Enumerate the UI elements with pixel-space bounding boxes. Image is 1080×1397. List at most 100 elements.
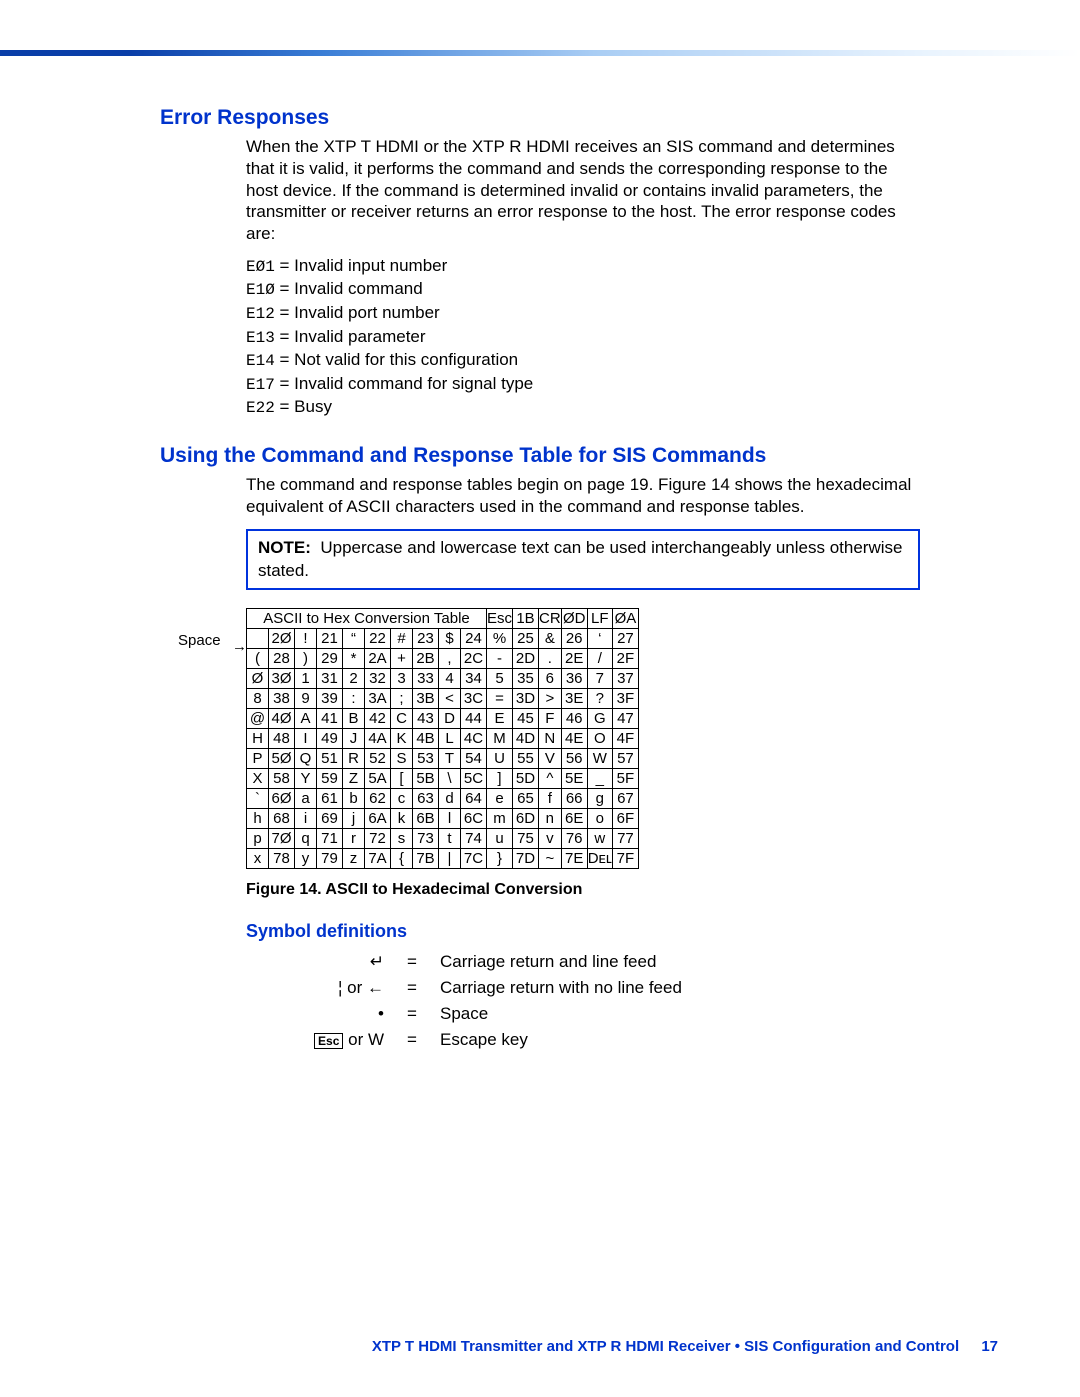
ascii-char-cell: K <box>391 728 413 748</box>
symbol-equals: = <box>394 976 430 1000</box>
ascii-hex-cell: 31 <box>317 668 343 688</box>
ascii-hex-cell: 6D <box>513 808 539 828</box>
space-pointer-arrow-icon: → <box>232 638 247 655</box>
ascii-hex-cell: 6F <box>612 808 638 828</box>
ascii-hex-cell: 74 <box>461 828 487 848</box>
ascii-char-cell: H <box>247 728 269 748</box>
symbol-description: Carriage return with no line feed <box>432 976 690 1000</box>
ascii-hex-cell: 4Ø <box>269 708 295 728</box>
ascii-char-cell: L <box>439 728 461 748</box>
ascii-hex-cell: 67 <box>612 788 638 808</box>
ascii-table-row: 838939:3A;3B<3C=3D>3E?3F <box>247 688 639 708</box>
page-number: 17 <box>981 1338 998 1355</box>
ascii-char-cell: _ <box>587 768 612 788</box>
ascii-hex-cell: 59 <box>317 768 343 788</box>
section-title-command-response-table: Using the Command and Response Table for… <box>160 444 920 468</box>
ascii-hex-cell: 38 <box>269 688 295 708</box>
ascii-char-cell: N <box>539 728 562 748</box>
ascii-char-cell: Y <box>295 768 317 788</box>
ascii-hex-cell: 63 <box>413 788 439 808</box>
ascii-char-cell: n <box>539 808 562 828</box>
symbol-description: Carriage return and line feed <box>432 950 690 974</box>
ascii-hex-cell: 4C <box>461 728 487 748</box>
ascii-hex-cell: 43 <box>413 708 439 728</box>
ascii-char-cell: ? <box>587 688 612 708</box>
ascii-hex-cell: 7A <box>365 848 391 868</box>
ascii-char-cell: r <box>343 828 365 848</box>
ascii-hex-cell: 7B <box>413 848 439 868</box>
ascii-hex-cell: 48 <box>269 728 295 748</box>
ascii-hex-cell: 3F <box>612 688 638 708</box>
ascii-char-cell: * <box>343 648 365 668</box>
error-code-item: EØ1 = Invalid input number <box>246 255 920 279</box>
ascii-char-cell: ! <box>295 628 317 648</box>
symbol-glyph: Esc or W <box>270 1028 392 1052</box>
symbol-definition-row: •=Space <box>270 1002 690 1026</box>
symbol-equals: = <box>394 1002 430 1026</box>
ascii-hex-cell: 5A <box>365 768 391 788</box>
ascii-char-cell: : <box>343 688 365 708</box>
ascii-char-cell: T <box>439 748 461 768</box>
ascii-hex-cell: 46 <box>561 708 587 728</box>
ascii-hex-cell: 73 <box>413 828 439 848</box>
ascii-hex-cell: 56 <box>561 748 587 768</box>
ascii-hex-cell: 7Ø <box>269 828 295 848</box>
ascii-hex-cell: 2E <box>561 648 587 668</box>
ascii-char-cell: , <box>439 648 461 668</box>
ascii-hex-cell: 71 <box>317 828 343 848</box>
ascii-hex-cell: 32 <box>365 668 391 688</box>
ascii-char-cell: g <box>587 788 612 808</box>
top-gradient-stripe <box>0 50 1080 56</box>
ascii-hex-cell: 72 <box>365 828 391 848</box>
ascii-hex-cell: 3D <box>513 688 539 708</box>
ascii-char-cell: [ <box>391 768 413 788</box>
ascii-char-cell: + <box>391 648 413 668</box>
ascii-char-cell: | <box>439 848 461 868</box>
ascii-char-cell: # <box>391 628 413 648</box>
ascii-char-cell: h <box>247 808 269 828</box>
ascii-char-cell: v <box>539 828 562 848</box>
error-code-item: E22 = Busy <box>246 396 920 420</box>
ascii-char-cell: “ <box>343 628 365 648</box>
command-response-paragraph: The command and response tables begin on… <box>246 474 920 518</box>
note-text: Uppercase and lowercase text can be used… <box>258 538 902 579</box>
ascii-hex-cell: 7C <box>461 848 487 868</box>
ascii-hex-cell: 36 <box>561 668 587 688</box>
ascii-hex-cell: 24 <box>461 628 487 648</box>
ascii-char-cell: C <box>391 708 413 728</box>
ascii-hex-cell: 62 <box>365 788 391 808</box>
ascii-hex-cell: 6E <box>561 808 587 828</box>
ascii-char-cell: Ø <box>247 668 269 688</box>
ascii-hex-cell: 6B <box>413 808 439 828</box>
symbol-equals: = <box>394 1028 430 1052</box>
section-title-error-responses: Error Responses <box>160 106 920 130</box>
ascii-hex-cell: 45 <box>513 708 539 728</box>
symbol-description: Space <box>432 1002 690 1026</box>
ascii-char-cell: S <box>391 748 413 768</box>
ascii-special-char: LF <box>587 608 612 628</box>
ascii-char-cell: X <box>247 768 269 788</box>
ascii-table-row: Ø3Ø131232333434535636737 <box>247 668 639 688</box>
ascii-char-cell: $ <box>439 628 461 648</box>
ascii-hex-cell: 4E <box>561 728 587 748</box>
ascii-table-row: x78y79z7A{7B|7C}7D~7EDᴇʟ7F <box>247 848 639 868</box>
ascii-char-cell: 5 <box>487 668 513 688</box>
ascii-special-char: Esc <box>487 608 513 628</box>
ascii-hex-cell: 22 <box>365 628 391 648</box>
ascii-hex-cell: 66 <box>561 788 587 808</box>
ascii-char-cell: ] <box>487 768 513 788</box>
ascii-hex-cell: 69 <box>317 808 343 828</box>
symbol-equals: = <box>394 950 430 974</box>
ascii-char-cell: W <box>587 748 612 768</box>
ascii-table-row: P5ØQ51R52S53T54U55V56W57 <box>247 748 639 768</box>
ascii-hex-cell: 77 <box>612 828 638 848</box>
ascii-char-cell: O <box>587 728 612 748</box>
ascii-table-row: H48I49J4AK4BL4CM4DN4EO4F <box>247 728 639 748</box>
ascii-hex-cell: 64 <box>461 788 487 808</box>
ascii-hex-cell: 23 <box>413 628 439 648</box>
ascii-char-cell: I <box>295 728 317 748</box>
ascii-hex-cell: 2C <box>461 648 487 668</box>
ascii-char-cell: p <box>247 828 269 848</box>
ascii-hex-cell: 4D <box>513 728 539 748</box>
ascii-hex-cell: 29 <box>317 648 343 668</box>
